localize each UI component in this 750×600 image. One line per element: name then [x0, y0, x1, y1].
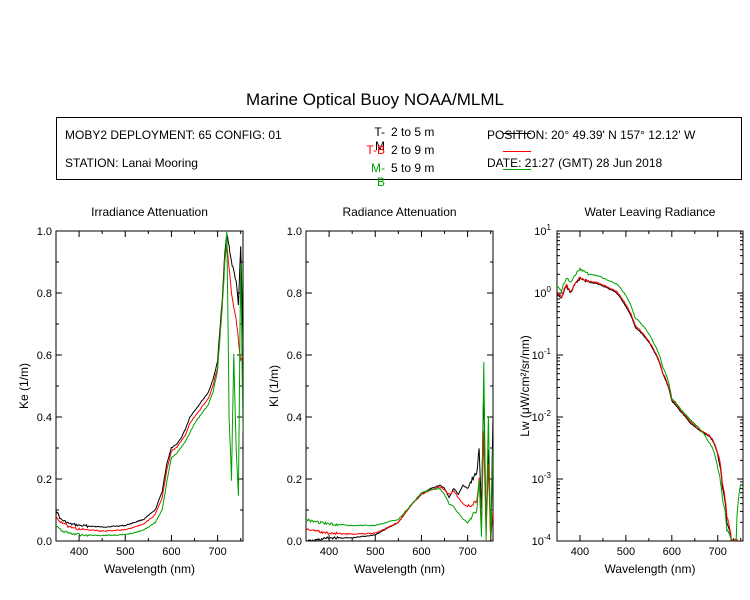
info-box: MOBY2 DEPLOYMENT: 65 CONFIG: 01 STATION:… [56, 117, 742, 189]
y-tick-label: 0.0 [287, 536, 302, 548]
x-tick-label: 700 [458, 546, 476, 558]
x-tick-label: 400 [70, 546, 88, 558]
x-tick-label: 500 [366, 546, 384, 558]
x-tick-label: 600 [162, 546, 180, 558]
x-tick-label: 500 [617, 546, 635, 558]
y-tick-label: 0.4 [287, 412, 302, 424]
legend-row-t-m: T-M 2 to 5 m [365, 125, 535, 153]
y-tick-label: 0.8 [37, 288, 52, 300]
y-tick-label: 0.6 [287, 350, 302, 362]
x-tick-label: 700 [208, 546, 226, 558]
series-line-t-m [557, 276, 741, 541]
y-axis-label: Kl (1/m) [267, 365, 281, 407]
x-axis-label: Wavelength (nm) [104, 562, 195, 576]
y-tick-label: 10-2 [532, 409, 552, 424]
series-line-t-b [56, 243, 243, 533]
series-line-t-m [56, 234, 243, 529]
x-tick-label: 600 [663, 546, 681, 558]
legend-line [503, 133, 531, 134]
y-tick-label: 0.8 [287, 288, 302, 300]
y-axis-label: Ke (1/m) [17, 363, 31, 409]
series-line-m-b [557, 266, 742, 541]
x-tick-label: 400 [320, 546, 338, 558]
legend-range: 5 to 9 m [391, 161, 435, 175]
y-tick-label: 10-4 [532, 533, 552, 548]
legend-range: 2 to 9 m [391, 143, 435, 157]
series-line-t-b [306, 431, 493, 541]
x-tick-label: 700 [709, 546, 727, 558]
x-tick-label: 400 [571, 546, 589, 558]
chart-title: Radiance Attenuation [342, 205, 456, 219]
y-tick-label: 1.0 [287, 226, 302, 238]
main-title: Marine Optical Buoy NOAA/MLML [246, 90, 504, 109]
series-line-m-b [306, 361, 493, 541]
plot-frame [305, 230, 494, 542]
y-tick-label: 100 [534, 285, 551, 300]
x-axis-label: Wavelength (nm) [605, 562, 696, 576]
legend-line [503, 169, 531, 170]
y-tick-label: 10-1 [532, 347, 552, 362]
y-tick-label: 0.0 [37, 536, 52, 548]
x-axis-label: Wavelength (nm) [354, 562, 445, 576]
legend-row-t-b: T-B 2 to 9 m [365, 143, 535, 159]
position-text: POSITION: 20° 49.39' N 157° 12.12' W [487, 128, 696, 142]
plot-frame [556, 230, 744, 542]
y-tick-label: 0.6 [37, 350, 52, 362]
legend-range: 2 to 5 m [391, 125, 435, 139]
y-tick-label: 0.2 [287, 474, 302, 486]
series-line-t-b [557, 276, 741, 541]
deployment-text: MOBY2 DEPLOYMENT: 65 CONFIG: 01 [65, 128, 282, 142]
legend-label: M-B [371, 161, 385, 189]
plot-frame [55, 230, 244, 542]
date-text: DATE: 21:27 (GMT) 28 Jun 2018 [487, 156, 663, 170]
station-text: STATION: Lanai Mooring [65, 156, 198, 170]
x-tick-label: 600 [412, 546, 430, 558]
x-tick-label: 500 [116, 546, 134, 558]
legend-line [503, 151, 531, 152]
y-tick-label: 1.0 [37, 226, 52, 238]
series-line-m-b [56, 231, 243, 538]
y-tick-label: 10-3 [532, 471, 552, 486]
legend-row-m-b: M-B 5 to 9 m [365, 161, 535, 189]
y-axis-label: Lw (μW/cm²/sr/nm) [518, 335, 532, 437]
chart-title: Irradiance Attenuation [91, 205, 208, 219]
y-tick-label: 0.2 [37, 474, 52, 486]
chart-title: Water Leaving Radiance [585, 205, 716, 219]
y-tick-label: 0.4 [37, 412, 52, 424]
y-tick-label: 101 [534, 223, 551, 238]
legend-label: T-B [366, 143, 385, 157]
legend-label: T-M [374, 125, 385, 153]
